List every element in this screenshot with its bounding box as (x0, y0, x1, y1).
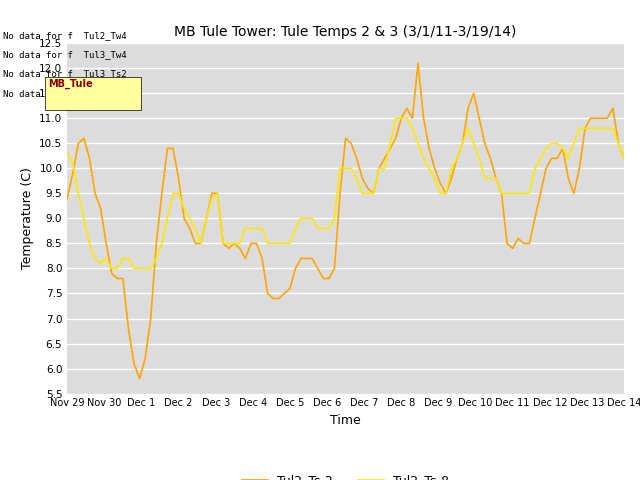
Text: No data for f  Tul3_Tw4: No data for f Tul3_Tw4 (3, 50, 127, 60)
Title: MB Tule Tower: Tule Temps 2 & 3 (3/1/11-3/19/14): MB Tule Tower: Tule Temps 2 & 3 (3/1/11-… (175, 25, 516, 39)
X-axis label: Time: Time (330, 414, 361, 427)
Text: No data for f  Tul2_Tw4: No data for f Tul2_Tw4 (3, 31, 127, 40)
Legend: Tul2_Ts-2, Tul2_Ts-8: Tul2_Ts-2, Tul2_Ts-8 (237, 469, 454, 480)
Y-axis label: Temperature (C): Temperature (C) (20, 168, 33, 269)
Text: No data for f  Tul3_Ts3: No data for f Tul3_Ts3 (3, 89, 127, 98)
Text: MB_Tule: MB_Tule (48, 79, 93, 89)
Text: No data for f  Tul3_Ts2: No data for f Tul3_Ts2 (3, 70, 127, 79)
